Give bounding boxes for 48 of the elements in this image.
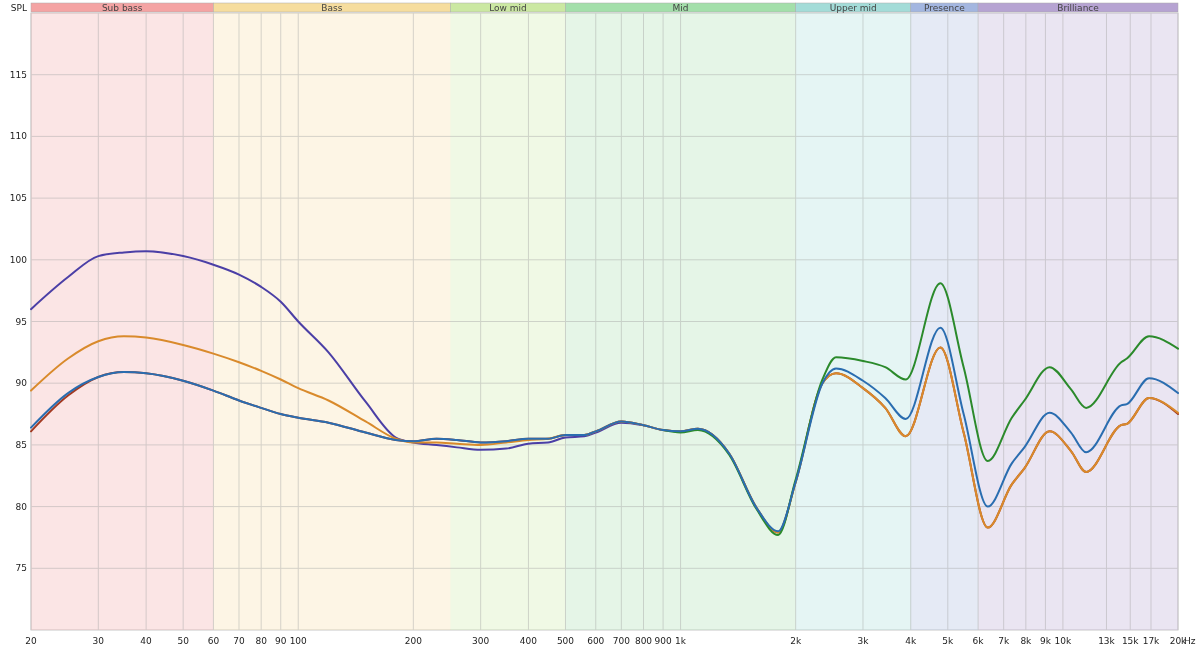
x-tick-label: 7k [998, 636, 1010, 646]
x-tick-label: 200 [404, 636, 423, 646]
y-axis-title: SPL [10, 3, 27, 13]
y-tick-label: 75 [15, 563, 27, 574]
band-label: Upper mid [829, 2, 877, 13]
y-tick-label: 85 [15, 439, 27, 450]
band-label: Low mid [489, 2, 527, 13]
x-tick-label: 3k [857, 636, 870, 646]
band-label: Bass [321, 2, 343, 13]
x-tick-label: 90 [275, 636, 287, 646]
x-tick-label: 70 [233, 636, 246, 646]
x-tick-label: 17k [1142, 636, 1161, 646]
x-tick-label: 60 [207, 636, 220, 646]
x-tick-label: 2k [790, 636, 802, 646]
band-label: Sub bass [101, 2, 143, 13]
x-tick-label: 10k [1054, 636, 1073, 646]
x-tick-label: 20 [25, 636, 37, 646]
y-tick-label: 105 [9, 193, 27, 204]
x-tick-label: 40 [140, 636, 153, 646]
y-tick-label: 95 [15, 316, 27, 327]
y-tick-label: 115 [9, 69, 27, 80]
y-tick-label: 90 [15, 378, 28, 389]
x-tick-label: 5k [942, 636, 955, 646]
band-label: Brilliance [1057, 2, 1100, 13]
y-tick-label: 110 [9, 131, 28, 142]
x-tick-label: 300 [472, 636, 490, 646]
y-tick-label: 80 [15, 501, 28, 512]
x-tick-label: 700 [612, 636, 631, 646]
x-axis-title: Hz [1184, 636, 1196, 646]
x-tick-label: 8k [1020, 636, 1033, 646]
x-tick-label: 9k [1039, 636, 1052, 646]
x-tick-label: 800 [634, 636, 653, 646]
x-tick-label: 15k [1121, 636, 1140, 646]
x-tick-label: 600 [587, 636, 605, 646]
x-tick-label: 4k [905, 636, 918, 646]
x-tick-label: 50 [177, 636, 190, 646]
x-tick-label: 500 [556, 636, 575, 646]
x-tick-label: 100 [289, 636, 308, 646]
x-tick-label: 30 [92, 636, 105, 646]
x-tick-label: 1k [675, 636, 687, 646]
x-tick-label: 6k [972, 636, 985, 646]
y-tick-label: 100 [9, 254, 28, 265]
x-tick-label: 400 [519, 636, 538, 646]
x-tick-label: 13k [1098, 636, 1116, 646]
band-label: Presence [924, 2, 966, 13]
band-label: Mid [672, 2, 689, 13]
x-tick-label: 900 [654, 636, 672, 646]
x-tick-label: 80 [255, 636, 268, 646]
